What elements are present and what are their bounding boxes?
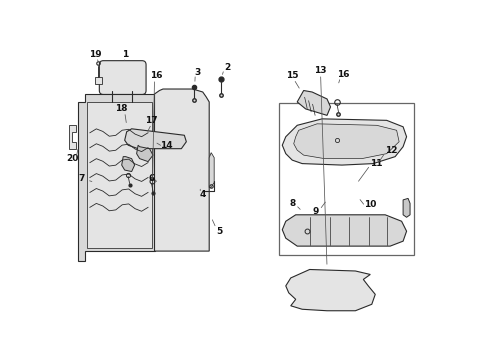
Polygon shape bbox=[209, 153, 214, 188]
Polygon shape bbox=[297, 90, 331, 115]
Polygon shape bbox=[294, 124, 399, 159]
Text: 18: 18 bbox=[116, 104, 128, 113]
Text: 2: 2 bbox=[224, 63, 231, 72]
Text: 1: 1 bbox=[122, 50, 128, 59]
Text: 13: 13 bbox=[314, 66, 327, 75]
Polygon shape bbox=[78, 94, 154, 261]
Text: 16: 16 bbox=[150, 71, 163, 80]
Polygon shape bbox=[95, 77, 102, 84]
Text: 12: 12 bbox=[386, 146, 398, 155]
Text: 14: 14 bbox=[160, 141, 173, 150]
Text: 6: 6 bbox=[148, 174, 155, 183]
Text: 16: 16 bbox=[337, 69, 350, 78]
Polygon shape bbox=[87, 102, 151, 248]
Polygon shape bbox=[282, 119, 407, 165]
Text: 11: 11 bbox=[370, 159, 383, 168]
Text: 9: 9 bbox=[313, 207, 319, 216]
Text: 10: 10 bbox=[364, 201, 376, 210]
Polygon shape bbox=[124, 129, 186, 149]
Polygon shape bbox=[69, 125, 76, 149]
Text: 17: 17 bbox=[145, 116, 158, 125]
Text: 19: 19 bbox=[89, 50, 101, 59]
Polygon shape bbox=[154, 89, 209, 251]
Text: 20: 20 bbox=[66, 154, 78, 163]
Polygon shape bbox=[403, 198, 410, 217]
Polygon shape bbox=[282, 215, 407, 246]
Text: 4: 4 bbox=[199, 190, 206, 199]
Polygon shape bbox=[122, 157, 135, 172]
Text: 8: 8 bbox=[289, 199, 295, 208]
Text: 3: 3 bbox=[195, 68, 201, 77]
Bar bbox=[279, 103, 414, 255]
Text: 5: 5 bbox=[216, 227, 222, 236]
Polygon shape bbox=[137, 145, 153, 162]
Polygon shape bbox=[286, 270, 375, 311]
FancyBboxPatch shape bbox=[99, 61, 146, 94]
Text: 7: 7 bbox=[79, 174, 85, 183]
Text: 15: 15 bbox=[286, 71, 298, 80]
